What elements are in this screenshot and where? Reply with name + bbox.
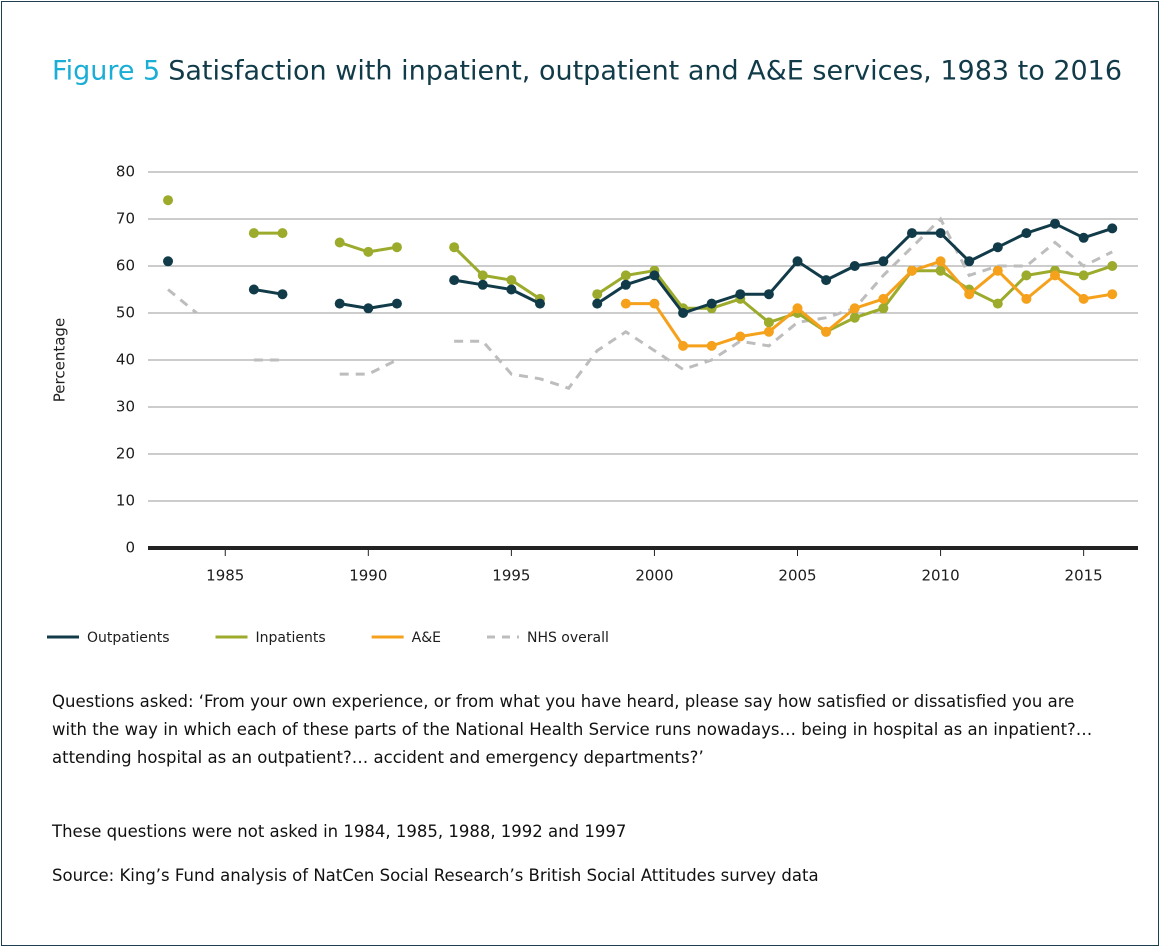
x-tick-label: 2000 (635, 567, 673, 585)
series-line (253, 222, 1113, 315)
data-point (334, 237, 345, 248)
data-point (678, 308, 689, 318)
data-point (1021, 293, 1032, 304)
legend-label: NHS overall (527, 630, 609, 646)
data-point (449, 242, 460, 253)
x-tick-label: 2015 (1065, 567, 1103, 585)
data-point (935, 256, 946, 267)
data-point (277, 228, 288, 239)
data-point (735, 289, 746, 300)
legend-label: Inpatients (256, 630, 326, 646)
data-point (248, 284, 259, 295)
data-point (363, 303, 374, 314)
data-point (163, 256, 174, 267)
note: Questions asked: ‘From your own experien… (52, 692, 1093, 767)
data-point (363, 246, 374, 257)
data-point (763, 289, 774, 300)
figure-label: Figure 5 (52, 56, 160, 87)
note: Source: King’s Fund analysis of NatCen S… (52, 866, 819, 885)
data-point (1107, 223, 1118, 234)
data-point (334, 298, 345, 309)
data-point (763, 326, 774, 337)
x-tick-label: 1990 (349, 567, 387, 585)
data-point (821, 326, 832, 337)
data-point (964, 256, 975, 267)
data-point (1021, 270, 1032, 281)
data-point (849, 261, 860, 271)
data-point (534, 298, 545, 309)
data-point (878, 293, 889, 304)
data-point (1078, 232, 1089, 243)
y-tick-label: 10 (116, 492, 135, 510)
data-point (506, 275, 517, 286)
data-point (849, 303, 860, 314)
data-point (449, 275, 460, 286)
x-tick-label: 2010 (921, 567, 959, 585)
legend-label: Outpatients (87, 630, 170, 646)
x-tick-label: 1995 (492, 567, 530, 585)
data-point (935, 228, 946, 239)
data-point (649, 298, 660, 309)
y-tick-label: 30 (116, 398, 135, 416)
data-point (163, 195, 174, 206)
data-point (821, 275, 832, 286)
y-tick-label: 0 (125, 539, 135, 557)
data-point (620, 298, 631, 309)
data-point (620, 270, 631, 281)
data-point (878, 303, 889, 314)
data-point (592, 298, 603, 309)
data-point (678, 340, 689, 351)
data-point (964, 289, 975, 300)
y-tick-label: 80 (116, 163, 135, 181)
data-point (1078, 293, 1089, 304)
x-tick-label: 2005 (778, 567, 816, 585)
series-line (167, 216, 1113, 390)
note: These questions were not asked in 1984, … (52, 822, 627, 841)
data-point (1107, 261, 1118, 271)
data-point (649, 270, 660, 281)
y-axis-label: Percentage (51, 318, 69, 402)
y-tick-label: 70 (116, 210, 135, 228)
data-point (1050, 270, 1061, 281)
data-point (391, 242, 402, 253)
data-point (248, 228, 259, 239)
data-point (277, 289, 288, 300)
data-point (506, 284, 517, 295)
data-point (992, 265, 1003, 276)
data-point (620, 279, 631, 290)
data-point (792, 303, 803, 314)
x-tick-label: 1985 (206, 567, 244, 585)
legend-label: A&E (412, 630, 441, 646)
data-point (906, 228, 917, 239)
data-point (477, 270, 488, 281)
y-tick-label: 20 (116, 445, 135, 463)
data-point (849, 312, 860, 323)
data-point (1107, 289, 1118, 300)
data-point (735, 331, 746, 342)
data-point (706, 340, 717, 351)
data-point (1050, 218, 1061, 229)
y-tick-label: 60 (116, 257, 135, 275)
data-point (477, 279, 488, 290)
data-point (1078, 270, 1089, 281)
data-point (763, 317, 774, 328)
y-tick-label: 40 (116, 351, 135, 369)
data-point (592, 289, 603, 300)
data-point (935, 265, 946, 276)
data-point (391, 298, 402, 309)
data-point (792, 256, 803, 267)
data-point (1021, 228, 1032, 239)
data-point (706, 298, 717, 309)
data-point (992, 242, 1003, 253)
data-point (906, 265, 917, 276)
data-point (992, 298, 1003, 309)
data-point (878, 256, 889, 267)
chart-title: Satisfaction with inpatient, outpatient … (168, 56, 1122, 87)
y-tick-label: 50 (116, 304, 135, 322)
chart: Figure 5 Satisfaction with inpatient, ou… (47, 56, 1138, 646)
